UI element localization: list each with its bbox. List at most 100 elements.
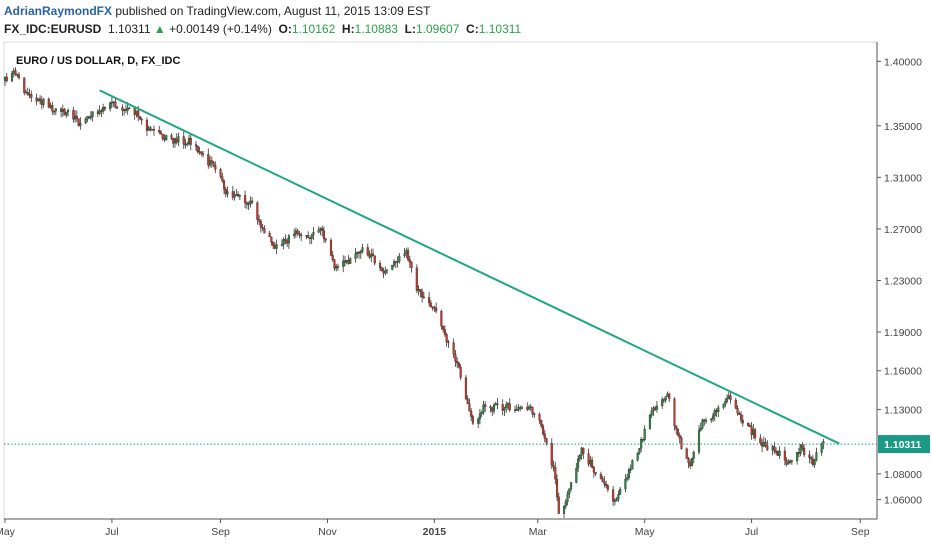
- candle-body: [566, 493, 569, 502]
- candle-body: [221, 176, 224, 181]
- candle-body: [421, 291, 424, 298]
- candle-body: [37, 98, 40, 102]
- candle-body: [268, 233, 271, 238]
- author-link[interactable]: AdrianRaymondFX: [4, 4, 113, 18]
- candle-body: [740, 414, 743, 421]
- candle-body: [14, 70, 17, 75]
- candle-body: [550, 443, 553, 466]
- candle-body: [382, 270, 385, 274]
- candle-body: [592, 466, 595, 473]
- candle-body: [238, 195, 241, 197]
- candle-body: [803, 448, 806, 455]
- candle-body: [287, 235, 290, 244]
- candle-body: [63, 108, 66, 116]
- candle-body: [428, 297, 431, 304]
- candle-body: [641, 439, 644, 441]
- candle-body: [371, 253, 375, 256]
- candle-body: [603, 481, 606, 485]
- candle-body: [799, 444, 802, 454]
- candle-body: [594, 472, 597, 475]
- candle-body: [96, 111, 99, 114]
- high-value: 1.10883: [354, 22, 398, 36]
- candle-body: [200, 151, 203, 154]
- candle-body: [736, 408, 739, 414]
- candle-body: [3, 76, 7, 81]
- candle-body: [305, 235, 308, 237]
- candle-body: [783, 450, 786, 461]
- candle-body: [17, 74, 21, 78]
- candle-body: [570, 482, 573, 489]
- candle-body: [321, 227, 324, 231]
- candle-body: [754, 429, 757, 439]
- price-chart[interactable]: EURO / US DOLLAR, D, FX_IDC 1.40000 1.350…: [0, 38, 932, 550]
- candle-body: [606, 485, 609, 490]
- candle-body: [540, 420, 543, 427]
- candle-body: [40, 100, 43, 105]
- candle-body: [26, 92, 29, 96]
- candle-body: [515, 409, 518, 411]
- candle-body: [378, 263, 382, 268]
- candle-body: [10, 73, 14, 82]
- candle-body: [578, 455, 581, 460]
- candle-body: [675, 425, 678, 430]
- candle-body: [102, 107, 105, 112]
- candle-body: [275, 244, 278, 249]
- candle-body: [186, 143, 189, 145]
- candle-body: [245, 202, 248, 205]
- x-axis: May Jul Sep Nov 2015 Mar May Jul Sep: [0, 519, 870, 538]
- candle-body: [557, 496, 560, 514]
- candle-body: [615, 499, 618, 501]
- candle-body: [110, 102, 113, 104]
- candle-body: [212, 162, 215, 166]
- candle-body: [582, 447, 585, 454]
- candle-body: [713, 410, 716, 416]
- candle-body: [359, 250, 362, 254]
- candle-body: [121, 107, 124, 111]
- candle-body: [491, 407, 494, 412]
- candle-body: [577, 458, 580, 469]
- candle-body: [75, 115, 78, 119]
- candle-body: [16, 74, 19, 76]
- candle-body: [685, 448, 688, 459]
- candle-body: [114, 101, 117, 108]
- candle-body: [384, 270, 387, 274]
- candle-body: [601, 478, 604, 482]
- last-price: 1.10311: [108, 22, 151, 36]
- candle-body: [433, 307, 436, 309]
- candle-body: [638, 448, 641, 454]
- candle-body: [517, 407, 520, 411]
- candle-body: [280, 244, 283, 246]
- candle-body: [773, 446, 776, 452]
- candle-body: [349, 258, 352, 264]
- candle-body: [312, 232, 315, 236]
- candle-body: [808, 454, 811, 458]
- candle-body: [354, 253, 357, 259]
- candle-body: [612, 489, 615, 502]
- candle-body: [294, 230, 297, 235]
- candle-body: [151, 129, 154, 131]
- candle-body: [72, 110, 75, 120]
- candle-body: [580, 447, 583, 456]
- candle-body: [187, 137, 191, 144]
- candle-body: [357, 251, 361, 254]
- candle-body: [251, 200, 254, 203]
- candle-body: [103, 107, 106, 110]
- candle-body: [643, 428, 646, 441]
- candle-body: [133, 107, 136, 115]
- candle-body: [775, 451, 778, 453]
- candle-body: [137, 110, 140, 117]
- candle-body: [23, 77, 26, 93]
- publish-text: published on TradingView.com, August 11,…: [112, 4, 431, 18]
- candle-body: [65, 111, 68, 116]
- candle-body: [724, 401, 727, 405]
- candle-body: [405, 250, 408, 254]
- candle-body: [194, 144, 198, 147]
- candle-body: [147, 127, 150, 131]
- candle-body: [796, 452, 799, 462]
- candle-body: [123, 109, 126, 111]
- candle-body: [484, 404, 487, 407]
- candle-body: [182, 136, 185, 145]
- candle-body: [771, 446, 774, 450]
- candle-body: [480, 412, 483, 414]
- candle-body: [207, 154, 210, 166]
